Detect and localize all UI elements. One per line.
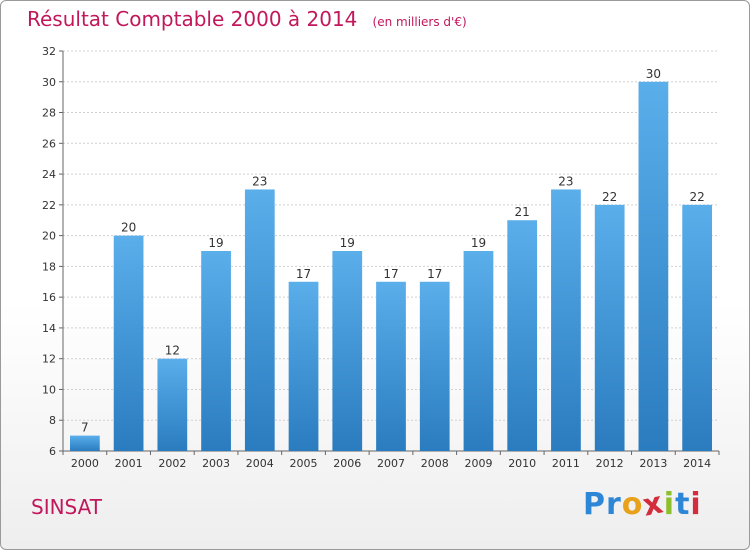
x-tick-label: 2008 [421, 457, 449, 470]
y-tick-label: 32 [42, 45, 56, 58]
chart-title: Résultat Comptable 2000 à 2014 [27, 7, 358, 31]
bar-2005 [288, 281, 319, 451]
y-tick-label: 18 [42, 260, 56, 273]
data-label-2013: 30 [646, 67, 661, 81]
x-tick-label: 2012 [596, 457, 624, 470]
bar-2006 [332, 251, 363, 451]
data-label-2010: 21 [515, 205, 530, 219]
y-tick-label: 16 [42, 291, 56, 304]
x-tick-label: 2003 [202, 457, 230, 470]
x-tick-label: 2011 [552, 457, 580, 470]
data-label-2000: 7 [81, 421, 89, 435]
logo-letter: i [690, 487, 702, 522]
title-row: Résultat Comptable 2000 à 2014 (en milli… [27, 7, 467, 31]
x-tick-label: 2005 [290, 457, 318, 470]
logo-letter: r [606, 487, 622, 522]
y-tick-label: 10 [42, 383, 56, 396]
logo-letter: P [583, 487, 606, 522]
y-tick-labels: 6 8 10 12 14 16 18 20 22 24 26 28 30 32 [42, 45, 56, 458]
bar-2000 [69, 435, 100, 451]
bar-2012 [594, 204, 625, 451]
y-tick-label: 30 [42, 76, 56, 89]
y-tick-label: 24 [42, 168, 56, 181]
bar-2011 [551, 189, 581, 451]
x-tick-label: 2006 [333, 457, 361, 470]
x-tick-label: 2007 [377, 457, 405, 470]
y-tick-label: 28 [42, 107, 56, 120]
logo-letter: i [663, 487, 676, 522]
logo-letter: o [621, 487, 644, 522]
bar-2009 [463, 251, 494, 451]
x-tick-label: 2002 [158, 457, 186, 470]
data-label-2006: 19 [340, 236, 355, 250]
x-tick-labels: 2000 2001 2002 2003 2004 2005 2006 2007 2008 2009… [71, 457, 711, 470]
y-tick-label: 8 [49, 414, 56, 427]
bar-2007 [376, 281, 406, 451]
data-label-2004: 23 [252, 174, 267, 188]
y-tick-label: 12 [42, 353, 56, 366]
data-label-2002: 12 [165, 344, 180, 358]
place-name: SINSAT [31, 495, 102, 519]
data-label-2003: 19 [208, 236, 223, 250]
data-label-2011: 23 [558, 174, 573, 188]
data-labels: 7 20 12 19 23 17 19 17 17 19 21 23 22 30 22 [81, 67, 705, 435]
bar-2004 [244, 189, 275, 451]
data-label-2007: 17 [383, 267, 398, 281]
y-tick-label: 22 [42, 199, 56, 212]
x-tick-label: 2001 [115, 457, 143, 470]
x-tick-label: 2000 [71, 457, 99, 470]
bar-2002 [157, 358, 188, 451]
data-label-2005: 17 [296, 267, 311, 281]
bars [69, 81, 713, 452]
bar-2008 [419, 281, 450, 451]
data-label-2001: 20 [121, 221, 136, 235]
logo-letter: t [675, 487, 691, 522]
data-label-2014: 22 [689, 190, 704, 204]
x-tick-label: 2014 [683, 457, 711, 470]
bar-2003 [201, 251, 231, 451]
x-tick-label: 2009 [464, 457, 492, 470]
x-tick-label: 2013 [639, 457, 667, 470]
bar-2001 [113, 235, 144, 451]
data-label-2009: 19 [471, 236, 486, 250]
bar-2010 [507, 220, 538, 451]
x-tick-label: 2010 [508, 457, 536, 470]
x-tick-label: 2004 [246, 457, 274, 470]
chart-subtitle: (en milliers d'€) [372, 15, 467, 29]
proxiti-logo: Proxiti [583, 485, 702, 523]
data-label-2008: 17 [427, 267, 442, 281]
bar-2014 [682, 204, 713, 451]
bar-2013 [638, 81, 669, 452]
y-tick-label: 14 [42, 322, 56, 335]
data-label-2012: 22 [602, 190, 617, 204]
y-tick-label: 6 [49, 445, 56, 458]
y-tick-label: 20 [42, 230, 56, 243]
y-tick-label: 26 [42, 137, 56, 150]
